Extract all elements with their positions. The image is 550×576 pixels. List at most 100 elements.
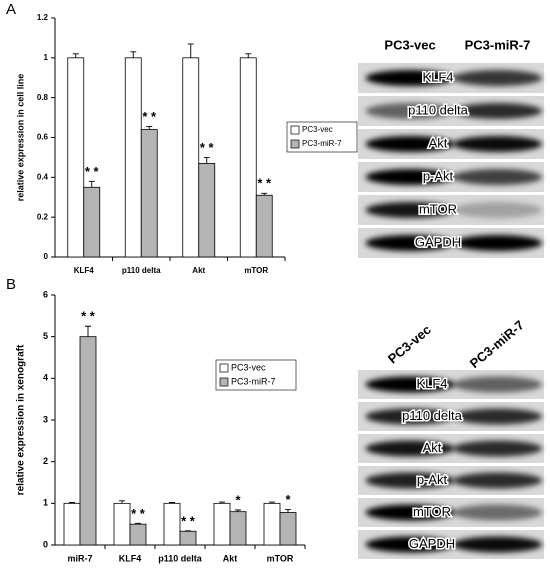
blot-band xyxy=(365,103,455,119)
x-tick-label: mTOR xyxy=(244,266,268,275)
bar xyxy=(179,530,197,546)
blot-row-label: p110 delta xyxy=(402,408,463,423)
blot-band xyxy=(365,136,455,152)
bar xyxy=(113,502,131,546)
significance-label: * * xyxy=(200,140,215,155)
y-tick-label: 2 xyxy=(43,456,48,466)
error-bar xyxy=(219,501,225,504)
significance-label: * * xyxy=(181,513,196,528)
bar xyxy=(239,57,257,258)
x-tick-label: mTOR xyxy=(267,553,294,563)
y-tick-label: 0 xyxy=(43,539,48,549)
blot-band xyxy=(452,235,543,251)
blot-band xyxy=(365,472,455,489)
bar xyxy=(63,502,81,546)
error-bar xyxy=(235,509,241,512)
blot-row-label: Akt xyxy=(423,440,442,455)
error-bar xyxy=(169,502,175,504)
error-bar xyxy=(146,126,153,130)
significance-label: * * xyxy=(131,506,146,521)
blot-band xyxy=(365,202,455,218)
legend: PC3-vec PC3-miR-7 xyxy=(286,121,358,153)
x-tick-label: KLF4 xyxy=(74,266,95,275)
blot-band xyxy=(365,408,455,425)
blot-row-label: KLF4 xyxy=(416,376,447,391)
y-tick-label: 1.2 xyxy=(37,13,49,22)
blot-band xyxy=(452,70,543,86)
significance-label: * xyxy=(285,492,291,507)
blot-row-label: mTOR xyxy=(413,504,451,519)
blot-band xyxy=(452,536,543,553)
bar xyxy=(67,57,85,258)
error-bar xyxy=(88,180,95,188)
legend-label: PC3-vec xyxy=(302,125,333,134)
significance-label: * xyxy=(235,492,241,507)
blot-row-label: mTOR xyxy=(419,201,457,216)
y-tick-label: 1 xyxy=(43,498,48,508)
bar xyxy=(263,502,281,546)
x-tick-label: p110 delta xyxy=(158,553,203,563)
blot-band xyxy=(365,536,455,553)
error-bar xyxy=(203,156,210,164)
legend-label: PC3-vec xyxy=(231,362,266,372)
error-bar xyxy=(187,43,194,58)
blot-band xyxy=(365,440,455,457)
bar xyxy=(129,523,147,546)
bar xyxy=(213,502,231,546)
x-tick-label: Akt xyxy=(223,553,238,563)
blot-column-label: PC3-miR-7 xyxy=(467,317,527,371)
blot-band xyxy=(452,408,543,425)
bar xyxy=(229,511,247,546)
blot-band xyxy=(452,103,543,119)
error-bar xyxy=(269,501,275,504)
y-tick-label: 4 xyxy=(43,373,48,383)
blot-band xyxy=(452,440,543,457)
legend-box xyxy=(215,359,297,391)
blot-band xyxy=(365,376,455,393)
bar xyxy=(140,129,158,258)
bar xyxy=(163,502,181,546)
error-bar xyxy=(245,53,252,58)
y-tick-label: 1 xyxy=(44,53,49,62)
error-bar xyxy=(119,500,125,504)
blot-column-label: PC3-vec xyxy=(385,322,434,366)
y-tick-label: 5 xyxy=(43,331,48,341)
x-tick-label: p110 delta xyxy=(122,266,161,275)
error-bar xyxy=(69,502,75,504)
blot-row-label: p-Akt xyxy=(423,168,454,183)
y-tick-label: 6 xyxy=(43,289,48,299)
x-tick-label: KLF4 xyxy=(119,553,142,563)
blot-band xyxy=(452,202,543,218)
x-tick-label: miR-7 xyxy=(67,553,92,563)
blot-band xyxy=(365,504,455,521)
bar xyxy=(255,194,273,258)
y-axis-label: relative expression in cell line xyxy=(15,74,25,202)
blot-row-label: KLF4 xyxy=(422,69,453,84)
blot-row-label: GAPDH xyxy=(415,234,461,249)
bar xyxy=(79,336,97,546)
y-tick-label: 0.2 xyxy=(37,212,49,221)
legend: PC3-vec PC3-miR-7 xyxy=(215,359,297,391)
error-bar xyxy=(85,325,91,337)
x-tick-label: Akt xyxy=(192,266,205,275)
y-tick-label: 3 xyxy=(43,414,48,424)
blot-band xyxy=(365,235,455,251)
y-tick-label: 0.6 xyxy=(37,133,49,142)
significance-label: * * xyxy=(81,309,96,324)
bar xyxy=(124,57,142,258)
blot-band xyxy=(365,70,455,86)
y-tick-label: 0.4 xyxy=(37,172,49,181)
y-tick-label: 0 xyxy=(44,252,49,261)
panel-label: B xyxy=(6,276,16,293)
blot-row-label: GAPDH xyxy=(409,536,455,551)
panel-label: A xyxy=(6,1,16,18)
error-bar xyxy=(130,51,137,58)
legend-swatch xyxy=(219,363,229,373)
blot-band xyxy=(452,376,543,393)
blot-band xyxy=(452,504,543,521)
legend-label: PC3-miR-7 xyxy=(231,376,276,386)
blot-column-label: PC3-vec xyxy=(384,37,435,52)
significance-label: * * xyxy=(85,164,100,179)
legend-swatch xyxy=(290,125,300,135)
blot-row-label: Akt xyxy=(429,135,448,150)
